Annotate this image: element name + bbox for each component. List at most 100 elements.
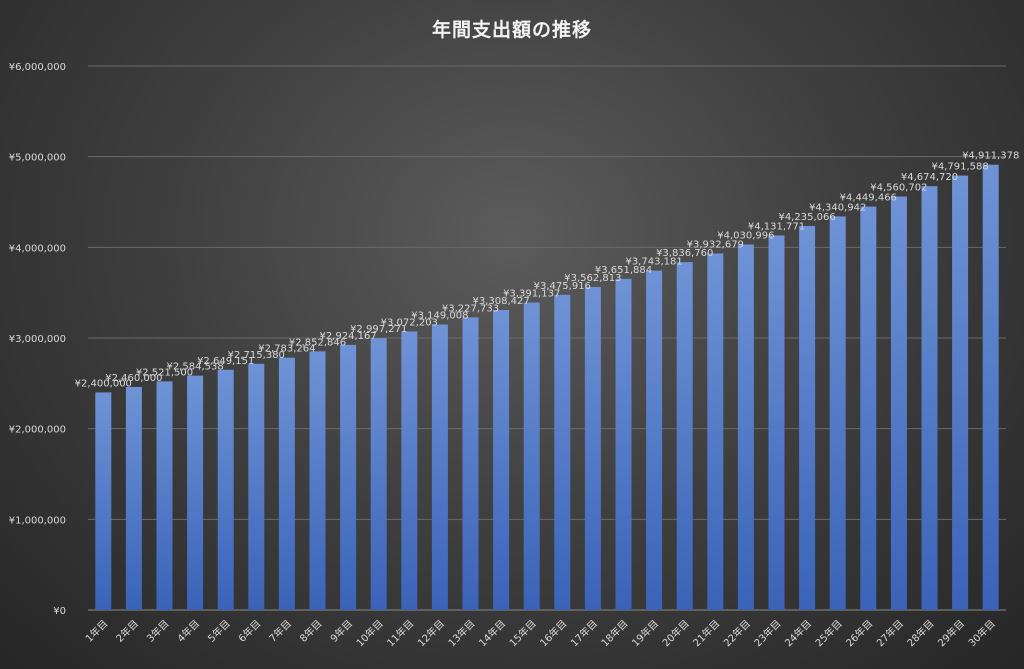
data-label: ¥4,449,466 [840,193,897,204]
bar [217,369,234,610]
data-label: ¥2,715,380 [228,350,285,361]
data-label: ¥4,674,720 [901,172,958,183]
y-tick-label: ¥2,000,000 [9,425,66,436]
x-tick-label: 16年目 [537,617,569,649]
bar [187,375,204,610]
data-labels: ¥2,400,000¥2,460,000¥2,521,500¥2,584,538… [75,151,1020,390]
y-tick-label: ¥0 [53,606,66,617]
bar [860,206,877,610]
gridlines [88,65,1006,611]
data-label: ¥4,131,771 [748,221,805,232]
data-label: ¥2,783,264 [258,344,315,355]
x-tick-label: 3年目 [144,617,172,645]
bar [278,357,295,610]
x-tick-label: 30年目 [965,617,997,649]
bar [676,262,693,610]
data-label: ¥2,997,271 [350,324,407,335]
bar [431,324,448,610]
bar [401,331,418,610]
x-tick-label: 8年目 [297,617,325,645]
x-tick-label: 27年目 [874,617,906,649]
bar [156,381,173,610]
bar [952,175,969,610]
x-tick-label: 2年目 [113,617,141,645]
bar [340,344,357,610]
data-label: ¥2,460,000 [105,373,162,384]
data-label: ¥2,924,167 [319,331,376,342]
y-axis-ticks: ¥0 ¥1,000,000 ¥2,000,000 ¥3,000,000 ¥4,000,0… [9,62,66,617]
y-tick-label: ¥3,000,000 [9,334,66,345]
bars [95,164,999,611]
bar [248,363,265,610]
bar [890,196,907,611]
data-label: ¥3,391,137 [503,289,560,300]
x-tick-label: 17年目 [568,617,600,649]
data-label: ¥2,852,846 [289,337,346,348]
data-label: ¥4,340,942 [809,202,866,213]
x-tick-label: 10年目 [353,617,385,649]
data-label: ¥3,932,679 [687,239,744,250]
bar [370,338,387,610]
bar [95,392,112,610]
data-label: ¥4,235,066 [778,212,835,223]
x-axis-labels: 1年目 2年目 3年目 4年目 5年目 6年目 7年目 8年目 9年目 10年目 11年目 12年目 1… [83,617,998,649]
bar [707,253,724,610]
x-tick-label: 23年目 [751,617,783,649]
bar [125,386,142,610]
x-tick-label: 12年目 [415,617,447,649]
x-tick-label: 13年目 [445,617,477,649]
data-label: ¥4,560,702 [870,182,927,193]
data-label: ¥3,149,008 [411,310,468,321]
x-tick-label: 26年目 [843,617,875,649]
data-label: ¥2,584,538 [166,362,223,373]
data-label: ¥3,308,427 [472,296,529,307]
bar [584,286,601,610]
bar [737,244,754,611]
x-tick-label: 4年目 [174,617,202,645]
bar [921,186,938,610]
x-tick-label: 15年目 [506,617,538,649]
bar [554,294,571,610]
data-label: ¥3,651,884 [595,265,652,276]
x-tick-label: 14年目 [476,617,508,649]
chart-title: 年間支出額の推移 [432,18,592,41]
bar [493,310,510,610]
x-tick-label: 7年目 [266,617,294,645]
x-tick-label: 9年目 [327,617,355,645]
x-tick-label: 18年目 [598,617,630,649]
data-label: ¥2,400,000 [75,378,132,389]
x-tick-label: 25年目 [812,617,844,649]
bar [982,164,999,610]
data-label: ¥2,649,151 [197,356,254,367]
x-tick-label: 19年目 [629,617,661,649]
x-tick-label: 22年目 [721,617,753,649]
bar [646,270,663,610]
y-tick-label: ¥1,000,000 [9,515,66,526]
data-label: ¥4,030,996 [717,231,774,242]
data-label: ¥4,911,378 [962,151,1019,162]
data-label: ¥3,227,733 [442,303,499,314]
bar [829,216,846,610]
data-label: ¥3,743,181 [625,257,682,268]
y-tick-label: ¥4,000,000 [9,243,66,254]
x-tick-label: 11年目 [384,617,416,649]
x-tick-label: 1年目 [83,617,111,645]
x-tick-label: 20年目 [659,617,691,649]
x-tick-label: 21年目 [690,617,722,649]
bar [799,226,816,610]
bar [523,302,540,610]
x-tick-label: 24年目 [782,617,814,649]
bar [615,278,632,610]
x-tick-label: 6年目 [236,617,264,645]
data-label: ¥4,791,588 [931,162,988,173]
bar [462,317,479,610]
data-label: ¥3,836,760 [656,248,713,259]
data-label: ¥3,072,203 [381,317,438,328]
y-tick-label: ¥5,000,000 [9,153,66,164]
data-label: ¥3,475,916 [534,281,591,292]
x-tick-label: 29年目 [935,617,967,649]
bar [768,235,785,610]
x-tick-label: 28年目 [904,617,936,649]
bar [309,351,326,610]
